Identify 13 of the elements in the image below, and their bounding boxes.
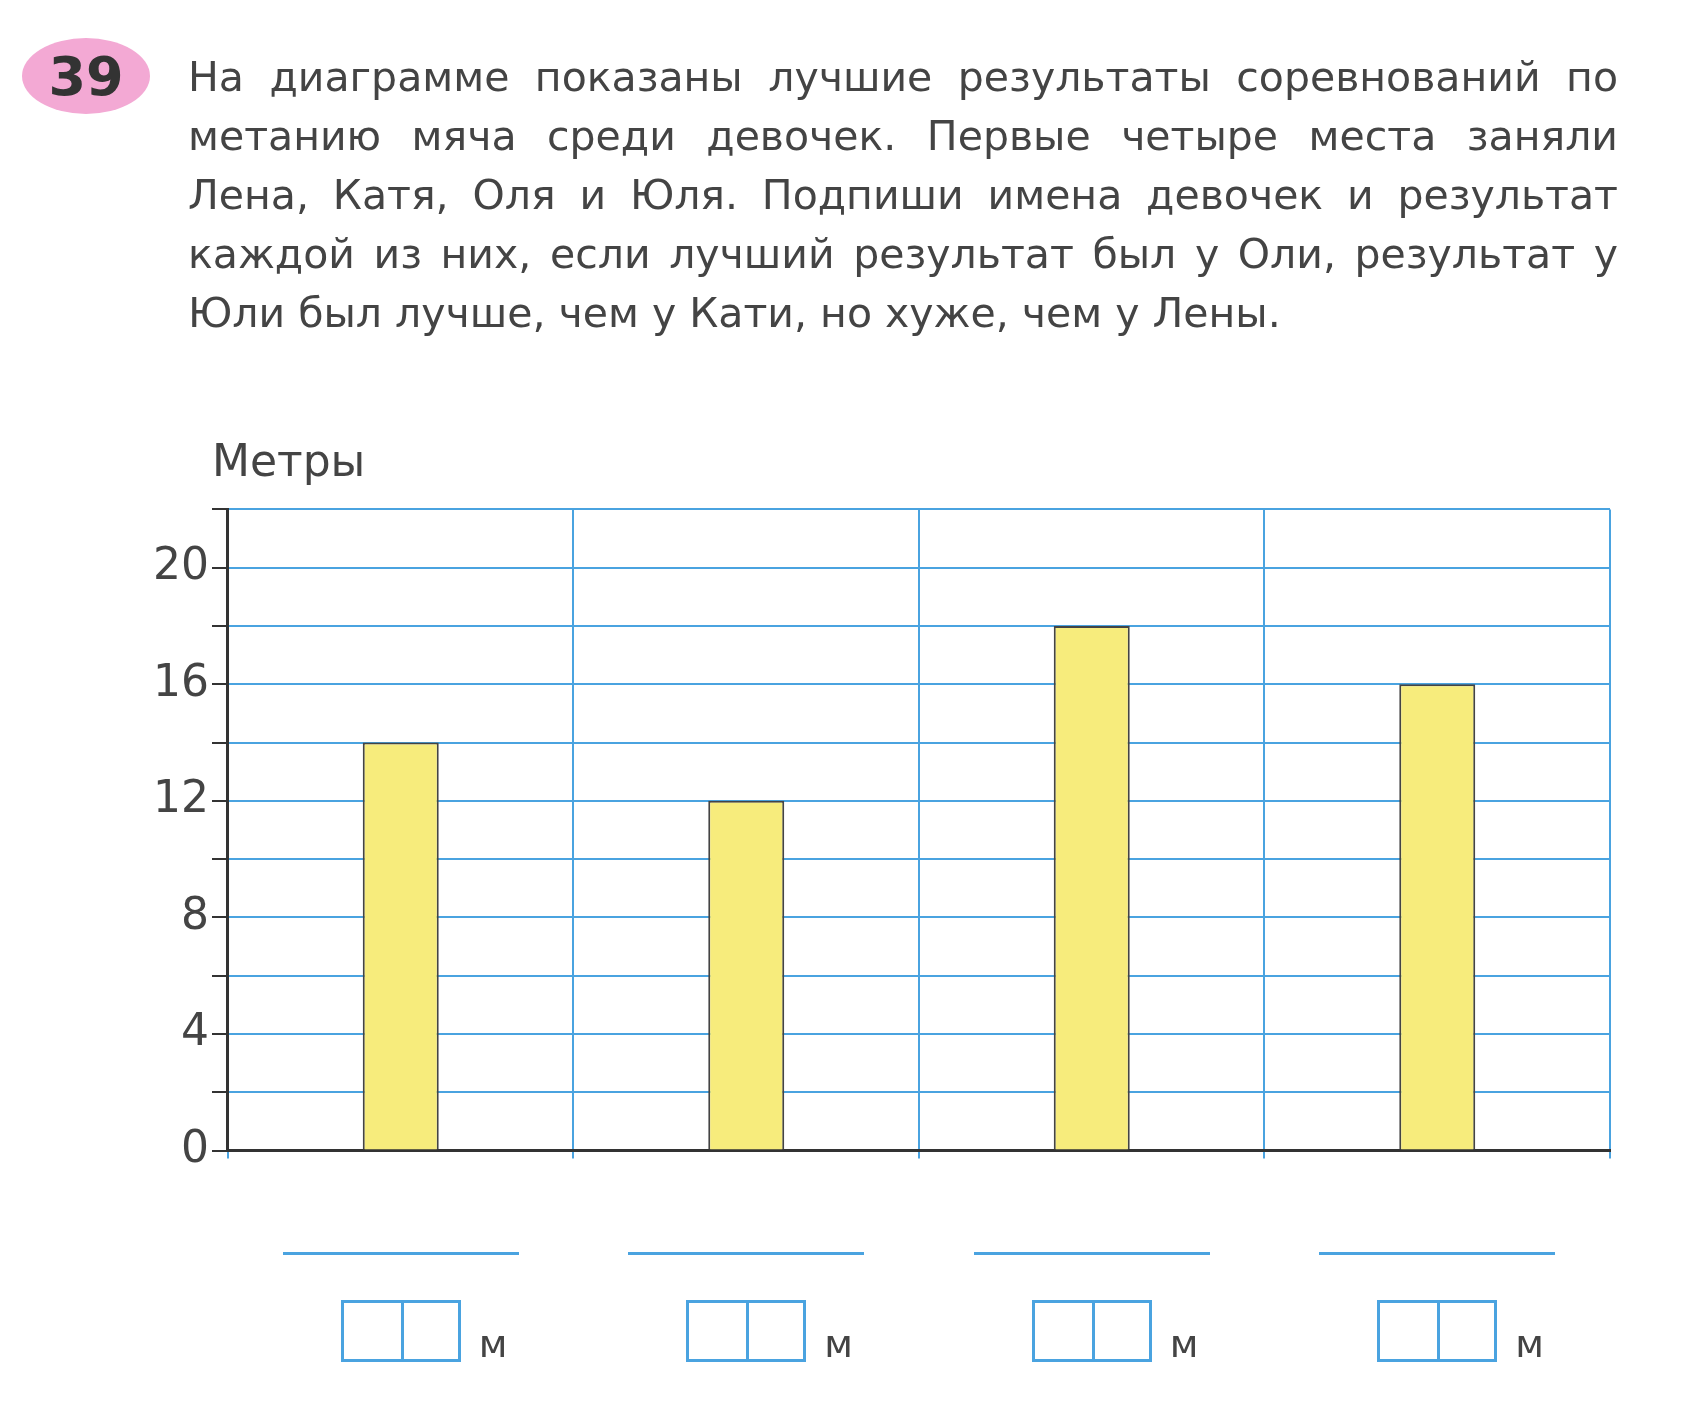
y-tick-label: 8 [180,887,209,939]
text: 39 [22,38,150,114]
y-tick-label: 12 [152,771,209,823]
y-tick-label: 16 [152,654,209,706]
y-axis-title: Метры [212,435,366,486]
y-tick-label: 20 [152,538,209,590]
chart-title: На диаграмме показаны лучшие результаты соревнований по метанию мяча среди девочек. Первые четыре места заняли Лена, Катя, Оля и Юля. Подпиши имена девочек и результат каждой из них, если лучший результат был у Оли, результат у Юли был лучше, чем у Кати, но хуже, чем у Лены. [188,52,1618,339]
text: м [478,1322,508,1366]
y-tick-label: 4 [180,1004,209,1056]
y-tick-label: 0 [180,1121,209,1173]
text: м [1169,1322,1199,1366]
text: м [1515,1322,1544,1366]
text: м [824,1322,853,1366]
